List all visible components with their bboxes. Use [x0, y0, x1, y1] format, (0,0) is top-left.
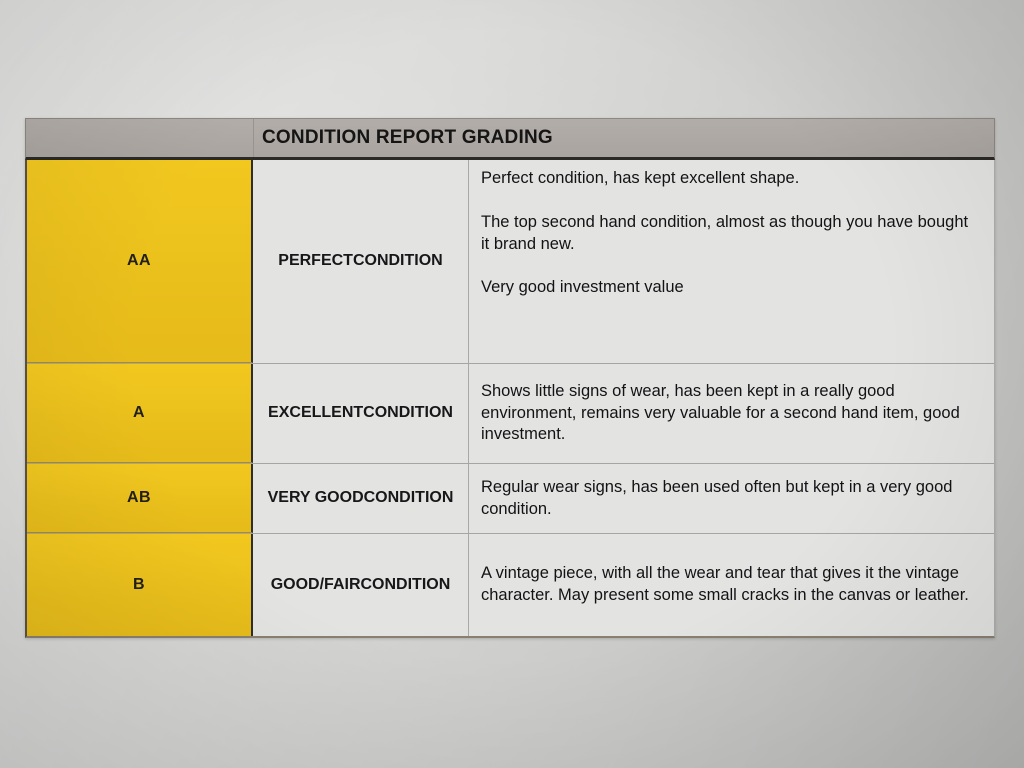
condition-name-cell-ab: VERY GOOD CONDITION	[253, 464, 469, 533]
condition-name-line-1: GOOD/FAIR	[270, 575, 361, 593]
condition-name-line-1: PERFECT	[278, 252, 353, 270]
table-body: AA PERFECT CONDITION Perfect condition, …	[25, 160, 995, 638]
description-cell-b: A vintage piece, with all the wear and t…	[469, 534, 994, 636]
description-cell-aa: Perfect condition, has kept excellent sh…	[469, 160, 994, 363]
table-header: CONDITION REPORT GRADING	[25, 118, 995, 160]
condition-name-line-2: CONDITION	[363, 489, 454, 507]
condition-name-line-2: CONDITION	[360, 575, 451, 593]
grade-cell-ab: AB	[27, 464, 253, 533]
description-cell-ab: Regular wear signs, has been used often …	[469, 464, 994, 533]
description-paragraph: The top second hand condition, almost as…	[481, 212, 969, 253]
condition-name-line-1: EXCELLENT	[268, 404, 364, 422]
grade-cell-aa: AA	[27, 160, 253, 363]
condition-name-line-2: CONDITION	[363, 404, 453, 422]
table-title: CONDITION REPORT GRADING	[262, 127, 553, 148]
description-paragraph: Perfect condition, has kept excellent sh…	[481, 169, 800, 187]
grade-cell-a: A	[27, 364, 253, 463]
table-row: A EXCELLENT CONDITION Shows little signs…	[27, 364, 994, 464]
condition-name-cell-b: GOOD/FAIR CONDITION	[253, 534, 469, 636]
condition-name-cell-aa: PERFECT CONDITION	[253, 160, 469, 363]
condition-name-cell-a: EXCELLENT CONDITION	[253, 364, 469, 463]
condition-name-line-2: CONDITION	[352, 252, 443, 270]
header-grade-column-spacer	[26, 119, 254, 157]
description-paragraph: Shows little signs of wear, has been kep…	[481, 381, 960, 444]
table-row: AA PERFECT CONDITION Perfect condition, …	[27, 160, 994, 364]
condition-report-grading-table: CONDITION REPORT GRADING AA PERFECT COND…	[25, 118, 995, 638]
table-row: B GOOD/FAIR CONDITION A vintage piece, w…	[27, 534, 994, 636]
description-paragraph: A vintage piece, with all the wear and t…	[481, 564, 969, 604]
description-paragraph: Regular wear signs, has been used often …	[481, 477, 953, 518]
condition-name-line-1: VERY GOOD	[267, 489, 364, 507]
description-cell-a: Shows little signs of wear, has been kep…	[469, 364, 994, 463]
grade-cell-b: B	[27, 534, 253, 636]
description-paragraph: Very good investment value	[481, 278, 684, 297]
table-row: AB VERY GOOD CONDITION Regular wear sign…	[27, 464, 994, 534]
